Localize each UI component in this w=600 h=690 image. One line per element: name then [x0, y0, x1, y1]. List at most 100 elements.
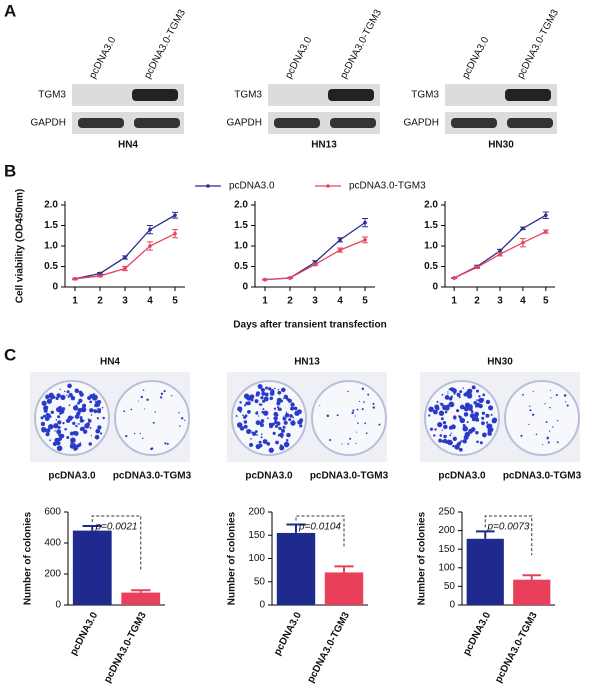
colony — [133, 432, 136, 435]
colony — [283, 420, 288, 425]
colony — [67, 395, 70, 398]
colony — [89, 408, 94, 413]
colony — [349, 437, 352, 440]
colony — [79, 392, 84, 397]
colony — [279, 445, 285, 451]
colony — [45, 394, 50, 400]
lane-label: pcDNA3.0 — [283, 35, 314, 81]
x-tick-label: 1 — [262, 296, 268, 307]
colony — [97, 425, 102, 430]
bar — [121, 592, 161, 605]
colony — [171, 395, 173, 397]
colony — [250, 438, 252, 440]
colony — [292, 419, 295, 421]
colony — [268, 422, 272, 426]
point — [521, 226, 525, 231]
point — [498, 252, 502, 256]
colony — [263, 396, 269, 402]
colony — [478, 397, 484, 404]
colony — [476, 440, 479, 444]
y-tick-label: 50 — [444, 581, 456, 592]
colony — [275, 413, 278, 417]
colony — [547, 441, 550, 444]
plate-label: pcDNA3.0 — [438, 471, 486, 482]
colony — [542, 444, 544, 446]
colony — [258, 415, 260, 417]
colony — [262, 408, 265, 411]
colony — [125, 434, 128, 438]
colony — [456, 392, 461, 397]
x-tick-label: 1 — [72, 296, 78, 307]
y-tick-label: 0 — [432, 282, 438, 293]
colony — [40, 421, 46, 427]
colony — [273, 416, 278, 421]
colony — [250, 398, 254, 402]
y-tick-label: 1.5 — [44, 220, 58, 231]
point — [173, 213, 177, 218]
colony — [357, 422, 359, 425]
colony — [68, 404, 71, 407]
colony — [45, 432, 50, 437]
colony — [249, 442, 254, 447]
colony — [281, 428, 286, 433]
panel-label: A — [4, 1, 16, 20]
colony — [45, 428, 51, 433]
colony — [458, 396, 461, 399]
colony — [479, 441, 483, 445]
cell-line-label: HN4 — [118, 140, 138, 151]
y-tick-label: 1.0 — [44, 241, 58, 252]
lane-label: pcDNA3.0-TGM3 — [142, 7, 188, 80]
panel-label: B — [4, 161, 16, 180]
colony — [257, 384, 263, 390]
colony — [477, 399, 480, 402]
colony — [444, 395, 450, 400]
colony — [549, 406, 551, 409]
y-tick-label: 0 — [55, 600, 61, 611]
colony — [351, 411, 354, 415]
colony — [80, 426, 85, 431]
colony — [72, 421, 76, 426]
point — [338, 238, 342, 242]
legend-marker — [206, 184, 210, 188]
colony — [258, 443, 263, 448]
point — [148, 244, 152, 248]
colony — [97, 409, 101, 414]
blot-strip — [72, 112, 184, 134]
y-tick-label: 0.5 — [44, 261, 58, 272]
colony — [77, 423, 79, 425]
colony — [45, 405, 49, 409]
colony — [75, 424, 78, 428]
colony — [62, 411, 65, 413]
colony — [299, 424, 303, 428]
colony — [276, 406, 280, 409]
colony — [532, 391, 534, 393]
colony — [76, 411, 81, 416]
colony — [58, 405, 63, 410]
colony — [299, 418, 304, 423]
colony — [54, 430, 56, 432]
colony — [47, 424, 54, 430]
colony — [450, 432, 452, 434]
blot-row-label: GAPDH — [30, 118, 66, 129]
point — [98, 271, 102, 276]
band — [507, 118, 553, 128]
colony — [101, 407, 104, 409]
x-tick-label: pcDNA3.0-TGM3 — [102, 610, 149, 685]
colony — [142, 389, 145, 391]
colony — [140, 395, 144, 399]
band — [451, 118, 497, 128]
point — [475, 265, 479, 270]
colony — [470, 410, 474, 414]
colony — [88, 419, 92, 423]
y-tick-label: 0.5 — [424, 261, 438, 272]
colony — [41, 426, 45, 431]
lane-label: pcDNA3.0 — [87, 35, 118, 81]
x-axis-label: Days after transient transfection — [233, 320, 386, 331]
colony — [461, 421, 464, 423]
colony — [144, 408, 146, 410]
x-tick-label: pcDNA3.0-TGM3 — [305, 610, 352, 685]
y-tick-label: 200 — [438, 525, 455, 536]
point — [338, 248, 342, 252]
y-tick-label: 100 — [248, 553, 265, 564]
colony — [278, 407, 282, 411]
